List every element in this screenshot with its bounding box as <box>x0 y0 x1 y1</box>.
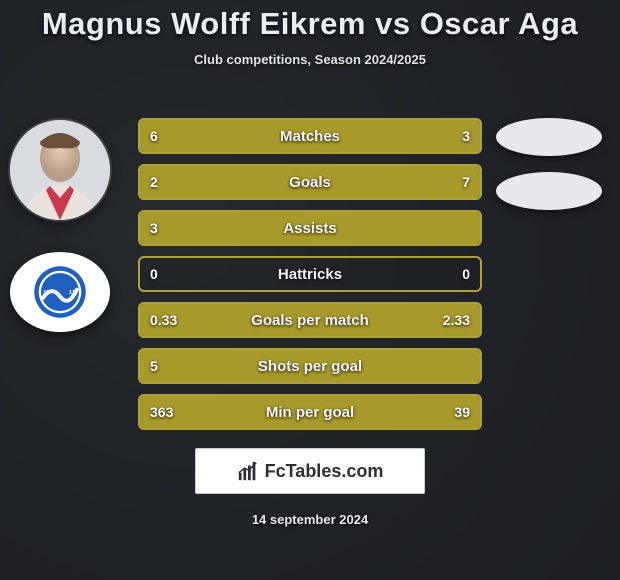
stat-label: Min per goal <box>266 404 354 421</box>
right-chip-column <box>496 118 602 210</box>
footer-date: 14 september 2024 <box>252 512 368 527</box>
stat-bar: 5 Shots per goal <box>138 348 482 384</box>
stat-label: Shots per goal <box>258 358 362 375</box>
stat-label: Goals per match <box>251 312 369 329</box>
stat-value-left: 6 <box>150 128 158 144</box>
stat-value-left: 5 <box>150 358 158 374</box>
player-chip-2 <box>496 172 602 210</box>
svg-text:11: 11 <box>69 290 75 296</box>
stat-label: Goals <box>289 174 331 191</box>
content: Magnus Wolff Eikrem vs Oscar Aga Club co… <box>0 0 620 580</box>
stat-value-left: 3 <box>150 220 158 236</box>
stat-value-right: 3 <box>462 128 470 144</box>
avatar-placeholder-icon <box>10 120 110 220</box>
page-subtitle: Club competitions, Season 2024/2025 <box>0 52 620 67</box>
stat-value-left: 2 <box>150 174 158 190</box>
stat-value-left: 0 <box>150 266 158 282</box>
stat-label: Matches <box>280 128 340 145</box>
stat-bar: 2 7 Goals <box>138 164 482 200</box>
stat-bars: 6 3 Matches 2 7 Goals 3 Assists 0 0 Hattricks 0.33 2… <box>138 118 482 430</box>
fctables-logo-icon <box>237 460 259 482</box>
stat-value-right: 2.33 <box>443 312 470 328</box>
club-badge-icon: 19 11 <box>25 264 95 320</box>
svg-text:19: 19 <box>43 290 49 296</box>
footer-brand-box[interactable]: FcTables.com <box>195 448 425 494</box>
stat-label: Hattricks <box>278 266 342 283</box>
stat-bar: 0 0 Hattricks <box>138 256 482 292</box>
stat-bar: 3 Assists <box>138 210 482 246</box>
stat-bar: 6 3 Matches <box>138 118 482 154</box>
stat-label: Assists <box>283 220 336 237</box>
stat-value-right: 7 <box>462 174 470 190</box>
stat-bar: 363 39 Min per goal <box>138 394 482 430</box>
bar-fill-right <box>215 166 480 198</box>
stat-value-right: 0 <box>462 266 470 282</box>
club-badge: 19 11 <box>10 252 110 332</box>
stat-value-left: 363 <box>150 404 173 420</box>
left-avatar-column: 19 11 <box>10 120 110 332</box>
stat-value-left: 0.33 <box>150 312 177 328</box>
player-avatar <box>10 120 110 220</box>
stat-bar: 0.33 2.33 Goals per match <box>138 302 482 338</box>
footer-brand-text: FcTables.com <box>265 461 384 482</box>
player-chip-1 <box>496 118 602 156</box>
stat-value-right: 39 <box>454 404 470 420</box>
page-title: Magnus Wolff Eikrem vs Oscar Aga <box>0 6 620 42</box>
